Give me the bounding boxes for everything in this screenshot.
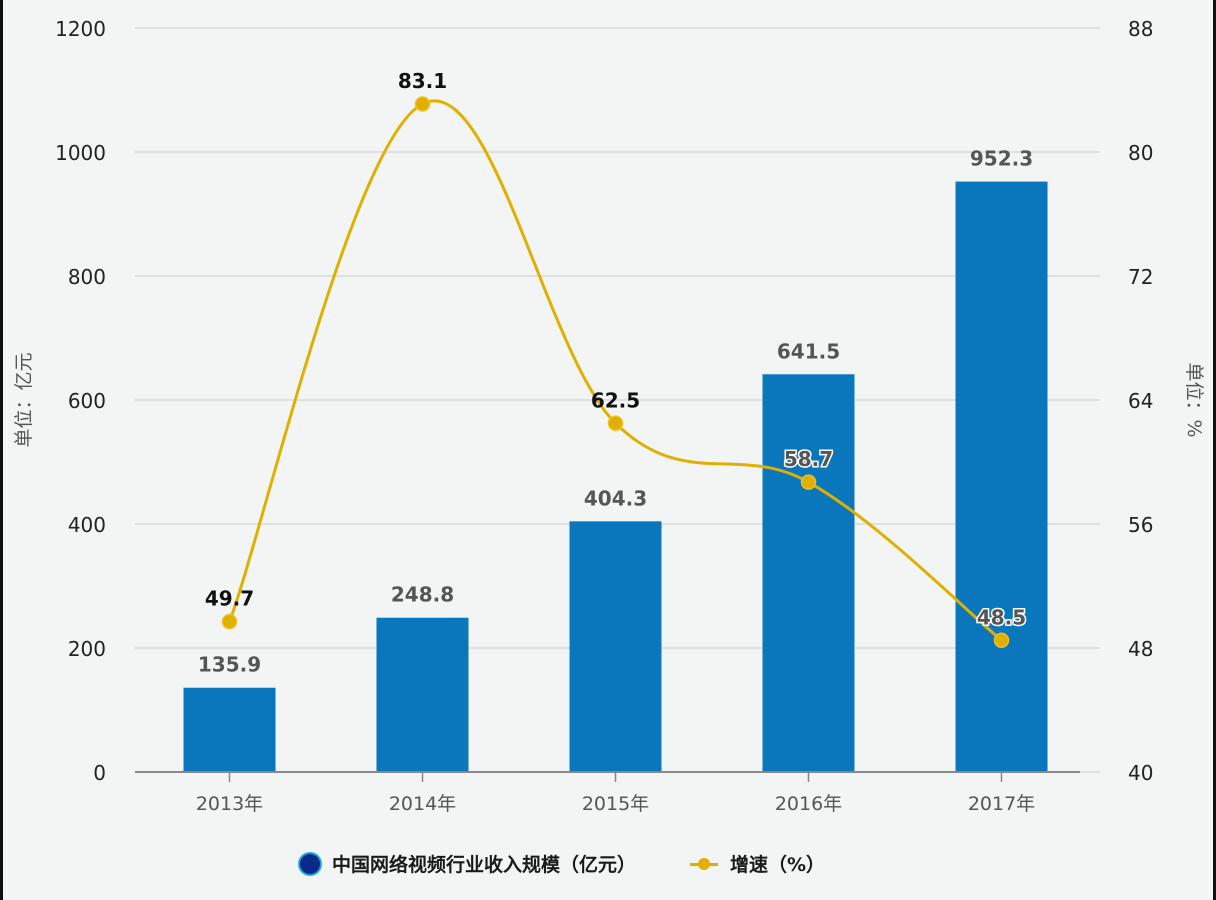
legend-item-revenue[interactable]: 中国网络视频行业收入规模（亿元） — [300, 850, 636, 877]
left-tick-label: 1000 — [55, 141, 106, 165]
growth-point[interactable] — [607, 415, 624, 431]
bar[interactable] — [183, 687, 276, 772]
growth-point[interactable] — [993, 632, 1010, 648]
bar-value-label: 641.5 — [777, 339, 840, 363]
right-tick-label: 48 — [1128, 637, 1153, 661]
bar[interactable] — [376, 617, 469, 772]
bar-value-label: 404.3 — [584, 486, 647, 510]
bar-series: 135.9 248.8 404.3 641.5 952.3 — [183, 147, 1048, 773]
bar-value-label: 135.9 — [198, 653, 261, 677]
growth-line — [228, 99, 1003, 642]
growth-value-label: 58.7 — [784, 447, 833, 471]
bar[interactable] — [955, 181, 1048, 773]
growth-value-label: 62.5 — [591, 388, 640, 412]
right-tick-label: 88 — [1128, 17, 1153, 41]
left-tick-label: 1200 — [55, 17, 106, 41]
bar-value-label: 248.8 — [391, 583, 454, 607]
axes: 0 200 400 600 800 1000 1200 40 48 56 64 72 80 88 2013年… — [55, 17, 1153, 815]
x-tick-label: 2015年 — [582, 793, 649, 815]
growth-value-label: 48.5 — [977, 605, 1026, 629]
right-tick-label: 40 — [1128, 761, 1153, 785]
right-axis-title: 单位：% — [1183, 362, 1205, 437]
left-tick-label: 800 — [68, 265, 106, 289]
growth-value-label: 83.1 — [398, 69, 447, 93]
right-tick-label: 64 — [1128, 389, 1153, 413]
x-tick-label: 2014年 — [389, 793, 456, 815]
left-tick-label: 400 — [68, 513, 106, 537]
growth-value-label: 49.7 — [205, 587, 254, 611]
legend-label-revenue: 中国网络视频行业收入规模（亿元） — [332, 854, 637, 876]
legend-dot-icon — [300, 853, 320, 874]
right-tick-label: 80 — [1128, 141, 1153, 165]
legend: 中国网络视频行业收入规模（亿元） 增速（%） — [300, 850, 865, 877]
x-tick-label: 2013年 — [196, 793, 263, 815]
bar[interactable] — [569, 521, 662, 772]
right-tick-label: 56 — [1128, 513, 1153, 537]
x-tick-label: 2016年 — [775, 793, 842, 815]
legend-line-marker-icon — [690, 857, 719, 871]
bar-value-label: 952.3 — [970, 147, 1033, 171]
legend-label-growth: 增速（%） — [730, 854, 826, 876]
left-tick-label: 600 — [68, 389, 106, 413]
left-tick-label: 0 — [93, 761, 106, 785]
growth-point[interactable] — [221, 613, 238, 630]
left-tick-label: 200 — [68, 637, 106, 661]
x-tick-label: 2017年 — [968, 793, 1035, 815]
bar[interactable] — [762, 374, 855, 772]
legend-item-growth[interactable]: 增速（%） — [690, 850, 825, 877]
line-series: 49.7 83.1 62.5 58.7 48.5 — [205, 69, 1028, 648]
right-tick-label: 72 — [1128, 265, 1153, 289]
left-axis-title: 单位：亿元 — [13, 352, 35, 447]
growth-point[interactable] — [414, 96, 431, 112]
growth-point[interactable] — [800, 474, 817, 490]
